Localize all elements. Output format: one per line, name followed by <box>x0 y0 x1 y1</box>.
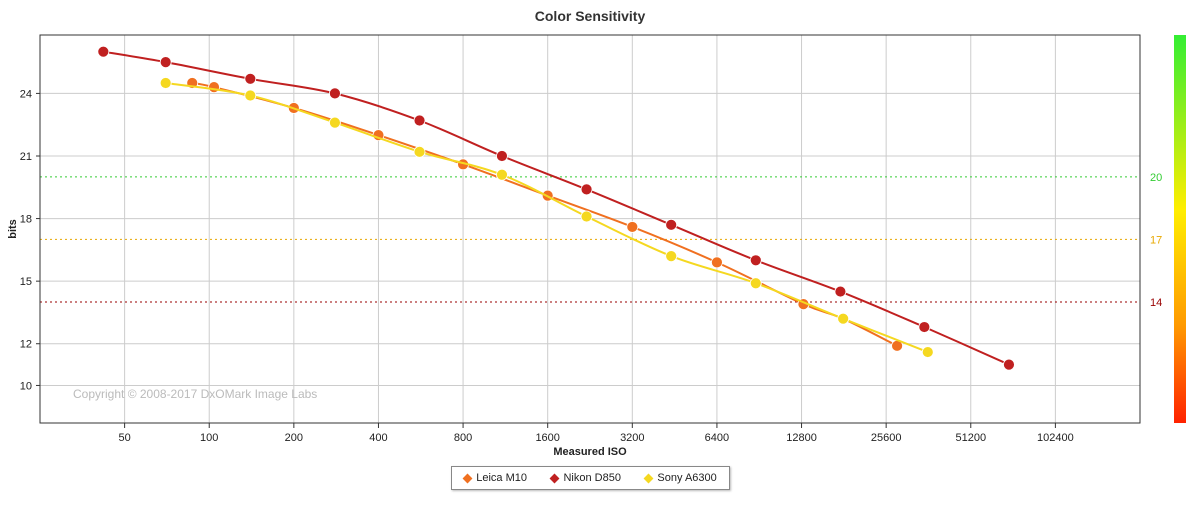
series <box>97 45 1015 371</box>
data-point[interactable] <box>244 72 257 85</box>
x-tick-label: 800 <box>454 432 472 444</box>
x-tick-label: 50 <box>118 432 130 444</box>
x-axis-ticks: 50 100 200 400 800 1600 3200 6400 12800 25600 5120… <box>118 423 1074 444</box>
color-scale-bar <box>1174 35 1186 423</box>
x-tick-label: 6400 <box>705 432 729 444</box>
series-line-nikon-d850 <box>103 50 1010 366</box>
y-tick-label: 10 <box>20 380 32 392</box>
plot-frame <box>39 34 1141 424</box>
x-tick-label: 400 <box>369 432 387 444</box>
reference-line-label: 17 <box>1150 234 1162 246</box>
data-point[interactable] <box>580 210 593 223</box>
legend-item[interactable]: Nikon D850 <box>550 472 621 484</box>
x-tick-label: 200 <box>285 432 303 444</box>
grid <box>40 35 1140 423</box>
x-tick-label: 25600 <box>871 432 902 444</box>
chart-title: Color Sensitivity <box>535 8 646 24</box>
series-line-sony-a6300 <box>165 82 929 354</box>
reference-lines: 20 17 14 <box>40 172 1162 309</box>
data-point[interactable] <box>749 254 762 267</box>
data-point[interactable] <box>329 87 341 100</box>
legend: Leica M10 Nikon D850 Sony A6300 <box>451 466 730 490</box>
data-point[interactable] <box>244 89 257 102</box>
data-point[interactable] <box>665 250 678 263</box>
x-axis-label: Measured ISO <box>553 446 627 458</box>
x-tick-label: 12800 <box>786 432 817 444</box>
legend-marker-icon <box>550 473 560 483</box>
data-point[interactable] <box>918 321 931 333</box>
y-tick-label: 21 <box>20 151 32 163</box>
x-tick-label: 102400 <box>1037 432 1074 444</box>
data-point[interactable] <box>413 114 426 127</box>
data-point[interactable] <box>208 81 220 94</box>
legend-item[interactable]: Leica M10 <box>462 472 527 484</box>
legend-marker-icon <box>462 473 473 483</box>
data-point[interactable] <box>97 45 110 58</box>
x-tick-label: 51200 <box>955 432 986 444</box>
data-point[interactable] <box>496 168 508 181</box>
reference-line-label: 20 <box>1150 172 1162 184</box>
series-sony-a6300 <box>159 77 934 358</box>
y-tick-label: 24 <box>20 88 32 100</box>
x-tick-label: 1600 <box>535 432 559 444</box>
legend-label: Nikon D850 <box>563 472 621 484</box>
y-tick-label: 15 <box>20 276 32 288</box>
y-tick-label: 12 <box>20 339 32 351</box>
series-nikon-d850 <box>97 45 1015 371</box>
data-point[interactable] <box>413 145 426 158</box>
y-tick-label: 18 <box>20 214 32 226</box>
x-tick-label: 3200 <box>620 432 644 444</box>
legend-item[interactable]: Sony A6300 <box>643 472 717 484</box>
data-point[interactable] <box>665 218 678 231</box>
legend-label: Sony A6300 <box>657 472 717 484</box>
y-axis-label: bits <box>7 219 19 239</box>
data-point[interactable] <box>496 150 508 162</box>
copyright-text: Copyright © 2008-2017 DxOMark Image Labs <box>73 387 317 401</box>
data-point[interactable] <box>834 285 847 298</box>
data-point[interactable] <box>329 116 341 129</box>
data-point[interactable] <box>580 183 593 196</box>
reference-line-label: 14 <box>1150 297 1162 309</box>
data-point[interactable] <box>749 277 762 290</box>
data-point[interactable] <box>921 346 934 358</box>
data-point[interactable] <box>626 221 639 233</box>
x-tick-label: 100 <box>200 432 218 444</box>
legend-label: Leica M10 <box>476 472 527 484</box>
y-axis-ticks: 10 12 15 18 21 24 <box>20 88 40 392</box>
data-point[interactable] <box>1003 358 1015 371</box>
legend-marker-icon <box>643 473 654 483</box>
data-point[interactable] <box>159 56 172 69</box>
data-point[interactable] <box>711 256 723 269</box>
data-point[interactable] <box>159 77 172 89</box>
data-point[interactable] <box>837 312 850 325</box>
series-line-leica-m10 <box>192 82 898 347</box>
